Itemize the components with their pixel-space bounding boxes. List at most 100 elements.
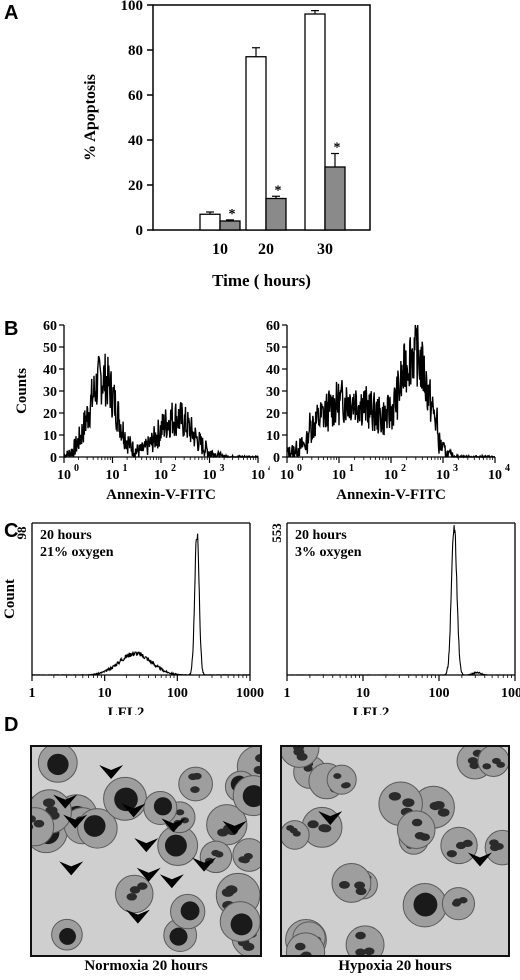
significance-marker: * [229,207,236,222]
y-tick-label: 40 [128,133,143,149]
bar [245,56,267,231]
lfl2-histogram-left: 98 Count 1 10 100 1000 LFL2 20 hours 21% oxygen [2,522,264,715]
nucleus-lobe [32,815,36,823]
x-tick-label: 10 [57,468,71,483]
nucleus-lobe [42,798,56,808]
x-axis-label: Time ( hours) [212,271,311,290]
x-tick-exponent: 4 [268,463,270,474]
nucleus-lobe [294,942,306,951]
x-tick-label: 10 [251,468,265,483]
x-tick-label: 1 [284,686,291,701]
histogram-curve [286,525,516,676]
condensed-nucleus [59,927,76,945]
x-tick-exponent: 1 [123,463,128,474]
y-tick-label: 0 [136,223,144,239]
nucleus-lobe [192,772,202,780]
condensed-nucleus [47,753,69,776]
nucleus-lobe [45,806,58,815]
cell [345,925,385,955]
cell [178,766,213,802]
y-tick-label: 40 [43,363,57,378]
histogram-curve [286,324,496,459]
x-tick-label: 100 [167,686,188,701]
x-tick-exponent: 3 [453,463,458,474]
arrowhead-marker [467,852,492,867]
panel-letter-d: D [4,714,19,736]
arrowhead-marker [222,820,247,835]
condensed-nucleus [413,892,438,917]
bar [304,13,326,231]
normoxia-micrograph-image [32,747,260,955]
annotation-line: 21% oxygen [40,545,114,560]
nucleus-lobe [175,809,185,816]
nucleus-lobe [437,808,450,817]
nucleus-lobe [255,754,260,763]
condensed-nucleus [83,815,106,837]
condensed-nucleus [169,927,188,946]
y-tick-label: 20 [266,407,280,422]
x-tick-exponent: 0 [297,463,302,474]
y-tick-label: 40 [266,363,280,378]
nucleus-lobe [137,882,148,890]
panel-letter-c: C [4,520,19,542]
annotation-line: 20 hours [40,528,92,543]
bar [265,197,287,231]
x-tick-exponent: 2 [171,463,176,474]
cell [396,810,436,850]
nucleus-lobe [303,765,313,772]
nucleus-lobe [300,951,312,955]
y-tick-label: 80 [128,43,143,59]
cell [32,807,55,847]
x-tick-label: 10 [488,468,502,483]
x-tick-exponent: 3 [220,463,225,474]
lfl2-histogram-right: 553 1 10 100 1000 LFL2 20 hours 3% oxygen [269,522,520,715]
y-axis-label: Count [2,579,18,619]
nucleus-lobe [126,893,138,901]
nucleus-lobe [402,798,415,807]
x-tick-label: 10 [212,241,228,258]
x-tick-label: 1 [29,686,36,701]
annotation-line: 3% oxygen [295,545,362,560]
bar [199,213,221,231]
nucleus-lobe [253,765,260,775]
nucleus-lobe [469,761,480,770]
arrowhead-marker [161,818,186,833]
nucleus-lobe [338,881,350,889]
x-tick-exponent: 4 [505,463,510,474]
y-tick-label: 0 [50,451,57,466]
arrowhead-marker [99,764,124,779]
nucleus-lobe [462,839,473,848]
nucleus-lobe [411,818,423,827]
y-axis-label: % Apoptosis [82,74,99,161]
condensed-nucleus [242,785,260,808]
nucleus-lobe [363,947,375,955]
hypoxia-micrograph-image [282,747,508,955]
x-tick-label: 30 [317,241,333,258]
nucleus-lobe [293,747,305,756]
y-tick-label: 20 [128,178,143,194]
hypoxia-caption: Hypoxia 20 hours [338,958,452,974]
arrowhead-marker [53,794,78,809]
histogram-curve [63,353,259,459]
nucleus-lobe [307,820,319,829]
y-tick-label: 30 [266,385,280,400]
y-tick-label: 10 [266,429,280,444]
nucleus-lobe [388,791,401,801]
condensed-nucleus [230,913,253,936]
y-tick-label: 60 [128,88,143,104]
nucleus-lobe [482,763,492,770]
x-tick-exponent: 0 [74,463,79,474]
condensed-nucleus [180,901,200,921]
x-tick-label: 10 [332,468,346,483]
x-tick-label: 20 [258,241,274,258]
nucleus-lobe [180,817,189,824]
y-tick-label: 100 [121,0,144,14]
significance-marker: * [334,141,341,156]
y-tick-label: 60 [43,319,57,334]
nucleus-lobe [355,887,367,896]
nucleus-lobe [289,827,298,834]
bar [324,166,346,231]
histogram-curve [32,533,251,676]
x-tick-label: 10 [106,468,120,483]
